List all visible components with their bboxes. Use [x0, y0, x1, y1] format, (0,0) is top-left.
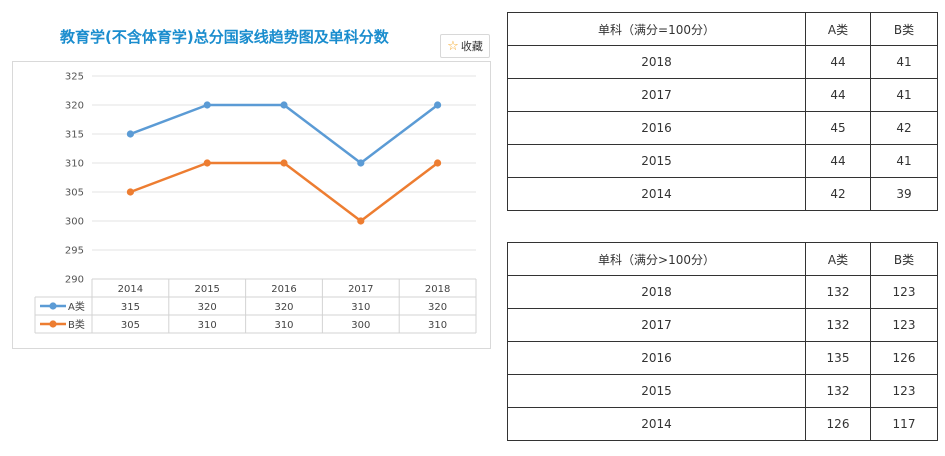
- data-point: [357, 217, 365, 225]
- table-row: 2015 132 123: [507, 374, 938, 408]
- header-a: A类: [805, 12, 871, 46]
- cell-a: 135: [805, 341, 871, 375]
- legend-label: B类: [68, 318, 85, 331]
- favorite-label: 收藏: [460, 40, 483, 53]
- table-header-row: 单科（满分=100分） A类 B类: [507, 12, 938, 46]
- category-label: 2016: [271, 284, 296, 295]
- category-label: 2017: [348, 284, 373, 295]
- table-value: 320: [198, 302, 217, 313]
- table-value: 310: [351, 302, 370, 313]
- legend-label: A类: [68, 300, 85, 313]
- single-subject-table-over-100: 单科（满分>100分） A类 B类 2018 132 123 2017 132 …: [507, 242, 938, 441]
- table-row: 2015 44 41: [507, 144, 938, 178]
- favorite-button[interactable]: ☆ 收藏: [440, 34, 490, 58]
- category-label: 2015: [194, 284, 219, 295]
- cell-a: 44: [805, 45, 871, 79]
- line-chart: 325 320 315 310 305 300 295 290 2014 2015 2016 2017…: [12, 61, 491, 349]
- table-value: 310: [274, 320, 293, 331]
- data-point: [126, 130, 134, 138]
- cell-year: 2017: [507, 78, 806, 112]
- cell-b: 117: [870, 407, 938, 441]
- cell-a: 126: [805, 407, 871, 441]
- data-point: [280, 101, 288, 109]
- cell-a: 42: [805, 177, 871, 211]
- table-value: 320: [274, 302, 293, 313]
- table-row: 2018 132 123: [507, 275, 938, 309]
- category-label: 2014: [118, 284, 143, 295]
- line-chart-svg: 325 320 315 310 305 300 295 290 2014 2015 2016 2017…: [34, 72, 477, 334]
- cell-b: 42: [870, 111, 938, 145]
- header-a: A类: [805, 242, 871, 276]
- table-row: 2014 42 39: [507, 177, 938, 211]
- legend-key-marker: [49, 302, 57, 310]
- header-b: B类: [870, 242, 938, 276]
- header-subject: 单科（满分=100分）: [507, 12, 806, 46]
- cell-year: 2014: [507, 177, 806, 211]
- table-row: 2014 126 117: [507, 407, 938, 441]
- cell-b: 41: [870, 78, 938, 112]
- cell-b: 123: [870, 308, 938, 342]
- cell-a: 132: [805, 275, 871, 309]
- cell-year: 2018: [507, 45, 806, 79]
- single-subject-table-100: 单科（满分=100分） A类 B类 2018 44 41 2017 44 41 …: [507, 12, 938, 211]
- data-point: [203, 159, 211, 167]
- table-value: 310: [198, 320, 217, 331]
- table-value: 310: [428, 320, 447, 331]
- cell-year: 2014: [507, 407, 806, 441]
- cell-b: 123: [870, 275, 938, 309]
- cell-year: 2015: [507, 144, 806, 178]
- category-label: 2018: [425, 284, 450, 295]
- cell-a: 44: [805, 78, 871, 112]
- data-point: [126, 188, 134, 196]
- legend-key-marker: [49, 320, 57, 328]
- table-header-row: 单科（满分>100分） A类 B类: [507, 242, 938, 276]
- cell-b: 126: [870, 341, 938, 375]
- cell-year: 2015: [507, 374, 806, 408]
- y-tick-label: 295: [65, 246, 84, 257]
- cell-a: 132: [805, 308, 871, 342]
- y-tick-label: 305: [65, 188, 84, 199]
- cell-b: 123: [870, 374, 938, 408]
- cell-year: 2017: [507, 308, 806, 342]
- table-value: 300: [351, 320, 370, 331]
- y-tick-label: 300: [65, 217, 84, 228]
- cell-a: 44: [805, 144, 871, 178]
- cell-b: 41: [870, 45, 938, 79]
- table-row: 2016 135 126: [507, 341, 938, 375]
- cell-year: 2016: [507, 341, 806, 375]
- data-point: [203, 101, 211, 109]
- cell-b: 41: [870, 144, 938, 178]
- data-point: [357, 159, 365, 167]
- data-point: [280, 159, 288, 167]
- cell-b: 39: [870, 177, 938, 211]
- cell-year: 2016: [507, 111, 806, 145]
- table-value: 305: [121, 320, 140, 331]
- header-subject: 单科（满分>100分）: [507, 242, 806, 276]
- data-point: [434, 101, 442, 109]
- data-point: [434, 159, 442, 167]
- chart-title: 教育学(不含体育学)总分国家线趋势图及单科分数: [60, 28, 389, 46]
- cell-year: 2018: [507, 275, 806, 309]
- cell-a: 45: [805, 111, 871, 145]
- table-value: 315: [121, 302, 140, 313]
- y-tick-label: 310: [65, 159, 84, 170]
- header-b: B类: [870, 12, 938, 46]
- y-tick-label: 315: [65, 130, 84, 141]
- table-row: 2017 44 41: [507, 78, 938, 112]
- table-row: 2017 132 123: [507, 308, 938, 342]
- y-tick-label: 325: [65, 72, 84, 83]
- star-icon: ☆: [447, 38, 459, 54]
- cell-a: 132: [805, 374, 871, 408]
- table-row: 2018 44 41: [507, 45, 938, 79]
- y-tick-label: 320: [65, 101, 84, 112]
- y-tick-label: 290: [65, 275, 84, 286]
- table-value: 320: [428, 302, 447, 313]
- table-row: 2016 45 42: [507, 111, 938, 145]
